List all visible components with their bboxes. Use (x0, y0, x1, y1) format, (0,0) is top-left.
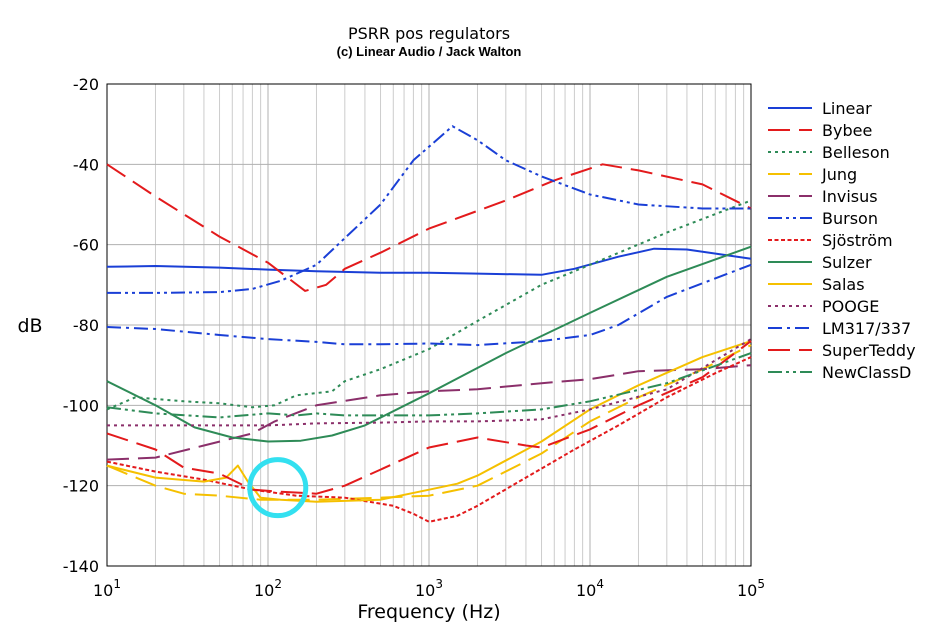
x-tick-label: 103 (415, 577, 443, 600)
y-axis-label: dB (17, 315, 42, 337)
legend-label: Bybee (822, 121, 872, 140)
series-line-sj-str-m (106, 356, 752, 523)
legend-label: Linear (822, 99, 872, 118)
legend-label: Sjöström (822, 231, 893, 250)
series-lines (106, 125, 752, 523)
x-tick-label: 105 (737, 577, 765, 600)
y-tick-label: -80 (73, 316, 99, 335)
x-tick-label: 101 (93, 577, 121, 600)
chart-title: PSRR pos regulators (348, 24, 510, 43)
series-line-belleson (106, 199, 752, 411)
chart-subtitle: (c) Linear Audio / Jack Walton (337, 44, 522, 59)
chart-grid (106, 83, 752, 567)
series-line-newclassd (106, 352, 752, 419)
series-line-invisus (106, 364, 752, 461)
x-tick-label: 102 (254, 577, 282, 600)
plot-frame (106, 83, 752, 567)
series-line-salas (106, 340, 752, 503)
highlight-circle-shape (247, 457, 309, 519)
series-line-superteddy (106, 340, 752, 495)
legend-label: Belleson (822, 143, 890, 162)
chart-legend: Linear Bybee Belleson Jung Invisus Burson Sjös… (768, 99, 916, 382)
series-line-pooge (107, 338, 752, 427)
x-tick-label: 104 (576, 577, 604, 600)
legend-label: Burson (822, 209, 878, 228)
x-axis-label: Frequency (Hz) (357, 601, 500, 623)
y-tick-label: -60 (73, 236, 99, 255)
series-line-bybee (106, 163, 752, 292)
highlight-circle (247, 457, 309, 519)
y-tick-label: -120 (63, 477, 99, 496)
y-tick-label: -140 (63, 557, 99, 576)
legend-label: POOGE (822, 297, 879, 316)
y-tick-label: -20 (73, 75, 99, 94)
legend-label: Salas (822, 275, 865, 294)
legend-label: SuperTeddy (822, 341, 916, 360)
legend-label: Jung (821, 165, 857, 184)
y-tick-label: -40 (73, 155, 99, 174)
series-line-sulzer (106, 245, 752, 443)
legend-label: Sulzer (822, 253, 872, 272)
series-line-burson (107, 125, 751, 294)
legend-label: LM317/337 (822, 319, 911, 338)
legend-label: NewClassD (822, 363, 911, 382)
legend-label: Invisus (822, 187, 878, 206)
series-line-linear (106, 247, 752, 276)
series-line-lm317-337 (106, 263, 752, 347)
y-tick-label: -100 (63, 396, 99, 415)
